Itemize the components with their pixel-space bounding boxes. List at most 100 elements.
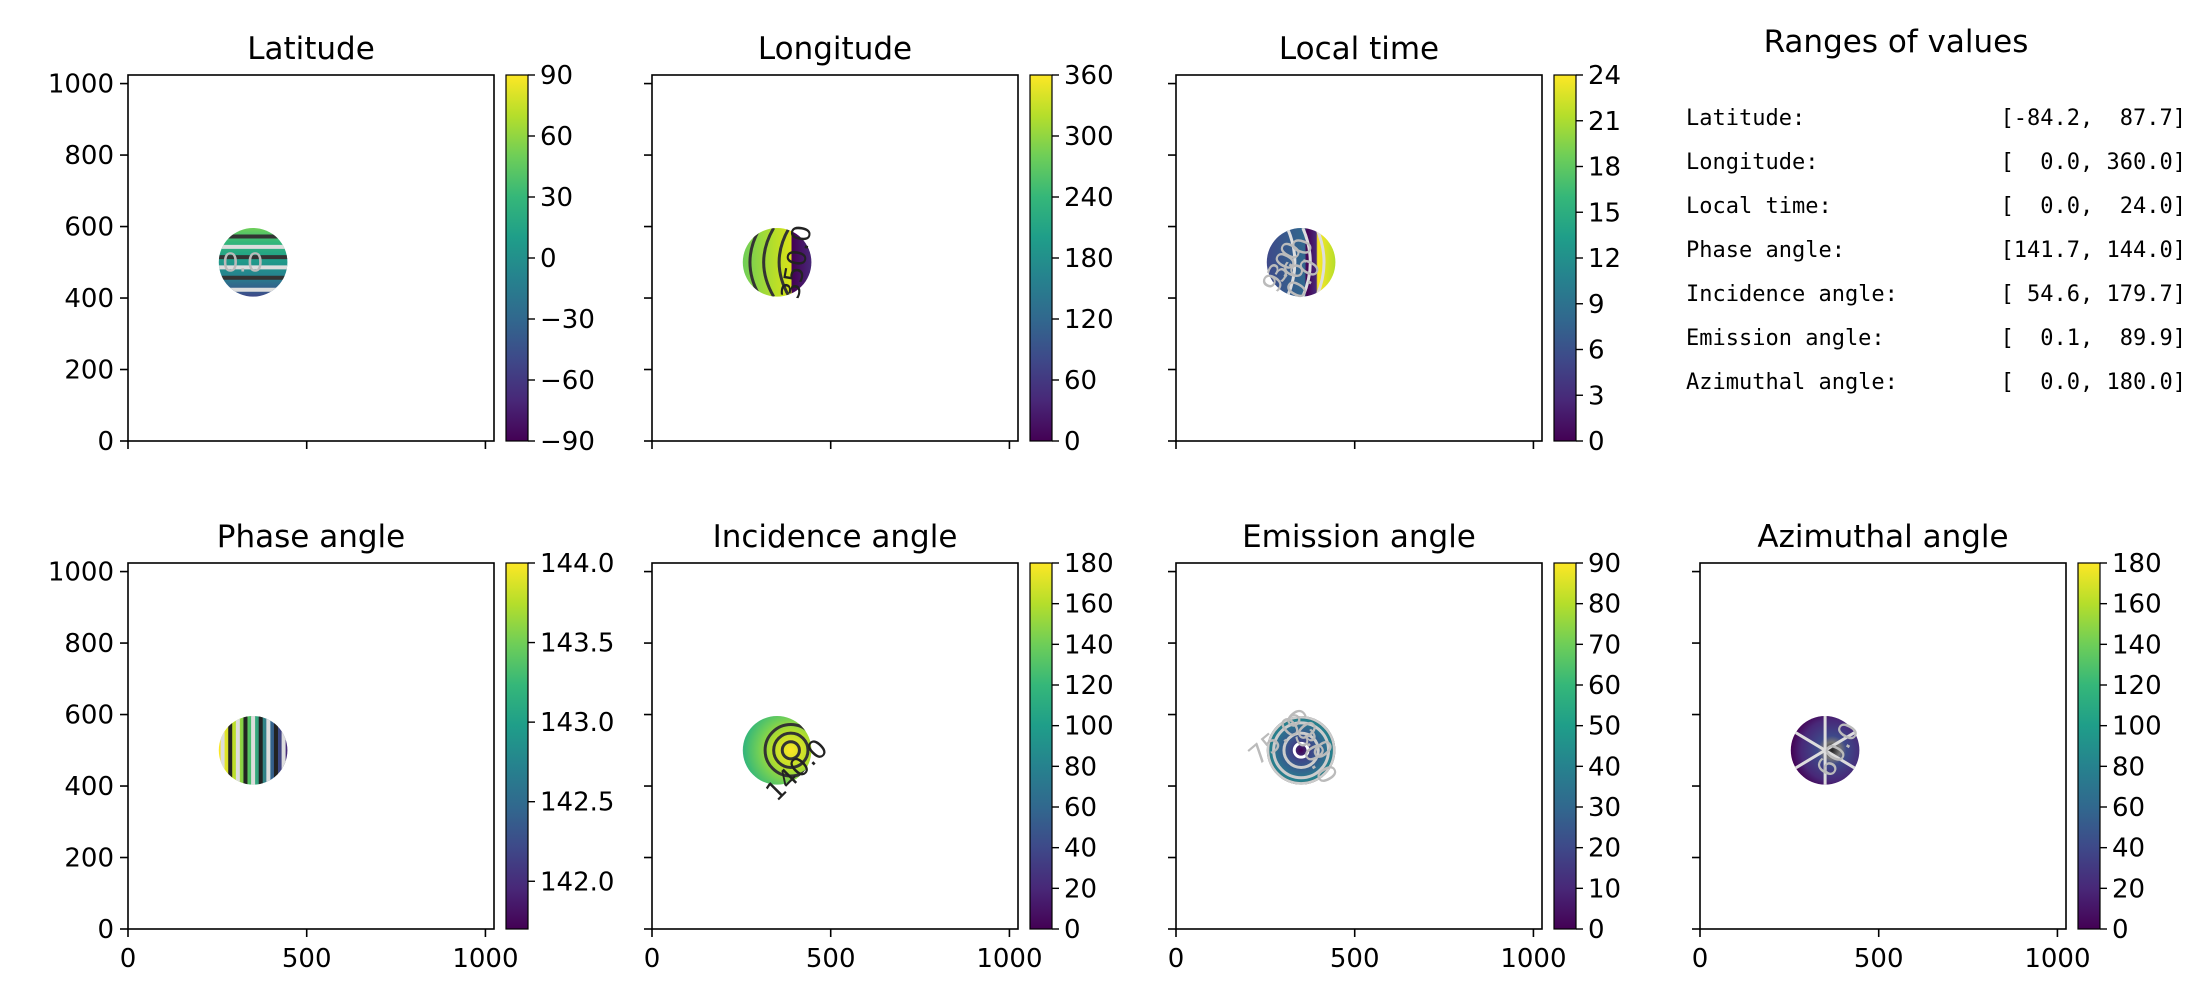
- colorbar-tick-label: 15: [1588, 198, 1621, 228]
- range-row-latitude: Latitude: [-84.2, 87.7]: [1686, 106, 2186, 150]
- colorbar-tick-label: 90: [540, 61, 573, 91]
- subplot-title: Longitude: [758, 31, 912, 67]
- axes-frame: [127, 562, 495, 930]
- colorbar-tick-label: 120: [1064, 305, 1114, 335]
- colorbar-tick-label: 240: [1064, 183, 1114, 213]
- subplot-title: Local time: [1279, 31, 1439, 67]
- y-tick-label: 200: [64, 844, 114, 874]
- contour-line: [1266, 715, 1336, 785]
- colorbar-tick-label: −30: [540, 305, 595, 335]
- colorbar-tick-label: 100: [1064, 712, 1114, 742]
- colorbar-tick-label: 144.0: [540, 549, 614, 579]
- contour-line: [780, 740, 801, 761]
- range-label: Phase angle:: [1686, 238, 1845, 263]
- colorbar: [1029, 562, 1053, 930]
- colorbar-tick-label: 12: [1588, 244, 1621, 274]
- contour-line: [1272, 721, 1331, 780]
- planet-disk: [1266, 715, 1336, 785]
- y-tick-label: 200: [64, 356, 114, 386]
- x-tick-label: 1000: [1500, 944, 1566, 974]
- colorbar: [1553, 562, 1577, 930]
- axes-frame: [1699, 562, 2067, 930]
- range-value: [ 54.6, 179.7]: [2000, 282, 2186, 307]
- y-tick-label: 800: [64, 141, 114, 171]
- x-tick-label: 1000: [2024, 944, 2090, 974]
- x-tick-label: 1000: [976, 944, 1042, 974]
- colorbar: [505, 562, 529, 930]
- x-tick-label: 500: [1330, 944, 1380, 974]
- range-row-phase-angle: Phase angle: [141.7, 144.0]: [1686, 238, 2186, 282]
- colorbar-tick-label: 80: [2112, 752, 2145, 782]
- colorbar-tick-label: 40: [2112, 834, 2145, 864]
- x-tick-label: 0: [1168, 944, 1185, 974]
- x-tick-label: 0: [1692, 944, 1709, 974]
- colorbar-tick-label: 40: [1588, 752, 1621, 782]
- contour-lines: [1790, 715, 1860, 785]
- x-tick-label: 500: [806, 944, 856, 974]
- subplot-title: Emission angle: [1242, 519, 1476, 555]
- colorbar-tick-label: 10: [1588, 874, 1621, 904]
- range-label: Azimuthal angle:: [1686, 370, 1898, 395]
- x-tick-label: 0: [120, 944, 137, 974]
- y-tick-label: 600: [64, 213, 114, 243]
- colorbar: [2077, 562, 2101, 930]
- y-tick-label: 800: [64, 629, 114, 659]
- colorbar-tick-label: −90: [540, 427, 595, 457]
- colorbar-tick-label: 360: [1064, 61, 1114, 91]
- range-label: Latitude:: [1686, 106, 1806, 131]
- contour-lines: [1285, 227, 1326, 297]
- colorbar-tick-label: 180: [1064, 244, 1114, 274]
- colorbar-tick-label: 120: [2112, 671, 2162, 701]
- range-value: [ 0.1, 89.9]: [2000, 326, 2186, 351]
- colorbar-tick-label: 60: [1064, 793, 1097, 823]
- contour-line: [772, 731, 810, 769]
- axes-frame: [651, 562, 1019, 930]
- contour-line: [1292, 741, 1310, 759]
- colorbar-tick-label: 100: [2112, 712, 2162, 742]
- planet-disk: [742, 227, 812, 297]
- colorbar-tick-label: 70: [1588, 630, 1621, 660]
- colorbar-tick-label: 60: [1064, 366, 1097, 396]
- colorbar-tick-label: 20: [1588, 834, 1621, 864]
- subplot-title: Azimuthal angle: [1757, 519, 2008, 555]
- range-label: Incidence angle:: [1686, 282, 1898, 307]
- colorbar-tick-label: 180: [1064, 549, 1114, 579]
- colorbar-tick-label: 143.0: [540, 708, 614, 738]
- y-tick-label: 600: [64, 701, 114, 731]
- contour-lines: [1266, 715, 1336, 785]
- contour-lines: [220, 715, 286, 785]
- colorbar-tick-label: 18: [1588, 153, 1621, 183]
- contour-line: [1301, 227, 1312, 297]
- range-label: Emission angle:: [1686, 326, 1885, 351]
- contour-line: [763, 723, 812, 778]
- colorbar-tick-label: 30: [1588, 793, 1621, 823]
- colorbar-tick-label: 142.5: [540, 788, 614, 818]
- y-tick-label: 1000: [48, 558, 114, 588]
- contour-line: [762, 227, 775, 297]
- colorbar-tick-label: 160: [1064, 590, 1114, 620]
- colorbar-tick-label: 140: [1064, 630, 1114, 660]
- contour-line: [1285, 227, 1297, 297]
- colorbar-tick-label: 140: [2112, 630, 2162, 660]
- colorbar-tick-label: 80: [1064, 752, 1097, 782]
- x-tick-label: 500: [282, 944, 332, 974]
- x-tick-label: 500: [1854, 944, 1904, 974]
- colorbar: [505, 74, 529, 442]
- colorbar-tick-label: 143.5: [540, 629, 614, 659]
- colorbar-tick-label: 40: [1064, 834, 1097, 864]
- colorbar-tick-label: 0: [1588, 427, 1605, 457]
- subplot-phase-angle: Phase angle 0 500 1000 0 200 400 600 800 1000 142.…: [48, 519, 615, 974]
- colorbar-tick-label: 0: [1064, 915, 1081, 945]
- y-tick-label: 400: [64, 284, 114, 314]
- colorbar-tick-label: 160: [2112, 590, 2162, 620]
- colorbar-tick-label: 90: [1588, 549, 1621, 579]
- contour-label: 0.0: [222, 249, 263, 279]
- range-value: [-84.2, 87.7]: [2000, 106, 2186, 131]
- x-tick-label: 1000: [452, 944, 518, 974]
- colorbar-tick-label: 30: [540, 183, 573, 213]
- range-value: [141.7, 144.0]: [2000, 238, 2186, 263]
